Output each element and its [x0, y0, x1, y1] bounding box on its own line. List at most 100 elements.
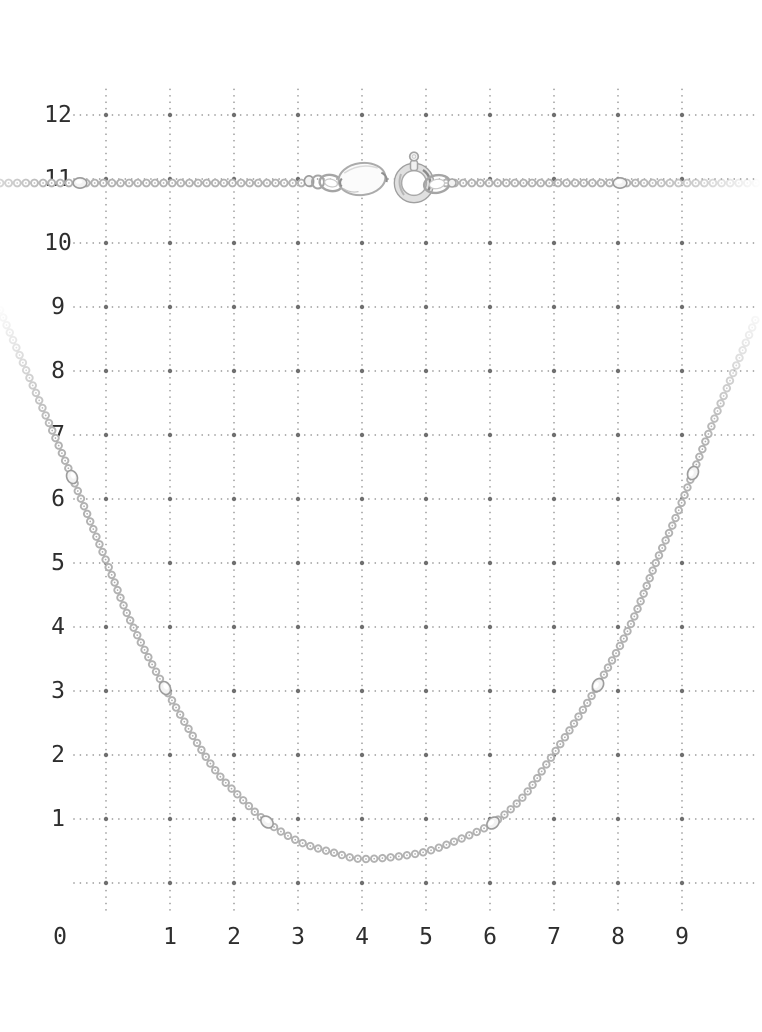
spring-ring-clasp: [393, 151, 435, 204]
grid-node: [551, 432, 557, 438]
grid-node: [551, 368, 557, 374]
grid-node: [231, 496, 237, 502]
grid-node: [615, 560, 621, 566]
grid-dotted-lines: [73, 88, 758, 917]
grid-node: [551, 688, 557, 694]
grid-node: [231, 560, 237, 566]
x-axis-label-3: 3: [291, 924, 305, 950]
grid-node: [167, 496, 173, 502]
grid-node: [295, 560, 301, 566]
grid-node: [423, 816, 429, 822]
grid-node: [295, 432, 301, 438]
grid-node: [679, 560, 685, 566]
grid-node: [359, 816, 365, 822]
grid-node: [231, 752, 237, 758]
grid-node: [423, 688, 429, 694]
grid-node: [679, 688, 685, 694]
satellite-bead: [486, 816, 500, 830]
grid-node: [359, 432, 365, 438]
grid-node: [231, 432, 237, 438]
grid-node: [231, 368, 237, 374]
clasp-assembly: [303, 151, 457, 204]
grid-node: [167, 368, 173, 374]
grid-node: [615, 432, 621, 438]
x-axis-label-2: 2: [227, 924, 241, 950]
y-axis-label-10: 10: [44, 230, 72, 256]
grid-node: [679, 240, 685, 246]
grid-node: [359, 624, 365, 630]
x-axis-label-6: 6: [483, 924, 497, 950]
grid-node: [423, 624, 429, 630]
y-axis-label-12: 12: [44, 102, 72, 128]
grid-node: [615, 496, 621, 502]
grid-node: [679, 304, 685, 310]
grid-node: [295, 496, 301, 502]
satellite-bead: [591, 677, 605, 693]
grid-node: [359, 752, 365, 758]
grid-node: [615, 624, 621, 630]
y-axis-label-5: 5: [51, 550, 65, 576]
grid-node: [295, 752, 301, 758]
grid-node: [103, 816, 109, 822]
grid-node: [487, 752, 493, 758]
grid-node: [423, 112, 429, 118]
grid-node: [167, 624, 173, 630]
grid-node: [103, 624, 109, 630]
grid-node: [359, 304, 365, 310]
satellite-bead: [158, 680, 172, 696]
grid-node: [423, 368, 429, 374]
grid-node: [231, 304, 237, 310]
x-axis-label-4: 4: [355, 924, 369, 950]
grid-node: [679, 880, 685, 886]
x-axis-label-5: 5: [419, 924, 433, 950]
grid-node: [295, 816, 301, 822]
grid-node: [487, 688, 493, 694]
grid-node: [551, 112, 557, 118]
grid-node: [359, 112, 365, 118]
grid-node: [231, 880, 237, 886]
grid-node: [359, 240, 365, 246]
grid-node: [295, 624, 301, 630]
grid-node: [423, 240, 429, 246]
grid-node: [487, 304, 493, 310]
satellite-bead: [260, 815, 274, 829]
grid-node: [551, 304, 557, 310]
grid-node: [615, 368, 621, 374]
grid-node: [679, 752, 685, 758]
grid-node: [295, 688, 301, 694]
grid-node: [423, 432, 429, 438]
grid-node: [615, 240, 621, 246]
grid-node: [295, 880, 301, 886]
grid-node: [359, 560, 365, 566]
grid-node: [231, 240, 237, 246]
grid-node: [679, 816, 685, 822]
y-axis-label-1: 1: [51, 806, 65, 832]
grid-node: [103, 432, 109, 438]
x-axis-label-8: 8: [611, 924, 625, 950]
satellite-bead: [686, 465, 700, 481]
grid-node: [103, 496, 109, 502]
grid-node: [487, 112, 493, 118]
grid-node: [551, 560, 557, 566]
ball-chains: [0, 178, 762, 864]
grid-node: [295, 368, 301, 374]
y-axis-label-8: 8: [51, 358, 65, 384]
grid-node: [679, 368, 685, 374]
grid-node: [487, 432, 493, 438]
grid-node: [423, 560, 429, 566]
x-axis-label-9: 9: [675, 924, 689, 950]
grid-node: [679, 624, 685, 630]
grid-node: [487, 368, 493, 374]
grid-node: [167, 112, 173, 118]
grid-node: [615, 304, 621, 310]
grid-node: [679, 112, 685, 118]
x-axis-label-0: 0: [53, 924, 67, 950]
grid-node: [295, 112, 301, 118]
x-axis-label-1: 1: [163, 924, 177, 950]
grid-node: [103, 240, 109, 246]
grid-node: [423, 752, 429, 758]
grid-node: [359, 496, 365, 502]
grid-node: [487, 560, 493, 566]
grid-node: [167, 816, 173, 822]
